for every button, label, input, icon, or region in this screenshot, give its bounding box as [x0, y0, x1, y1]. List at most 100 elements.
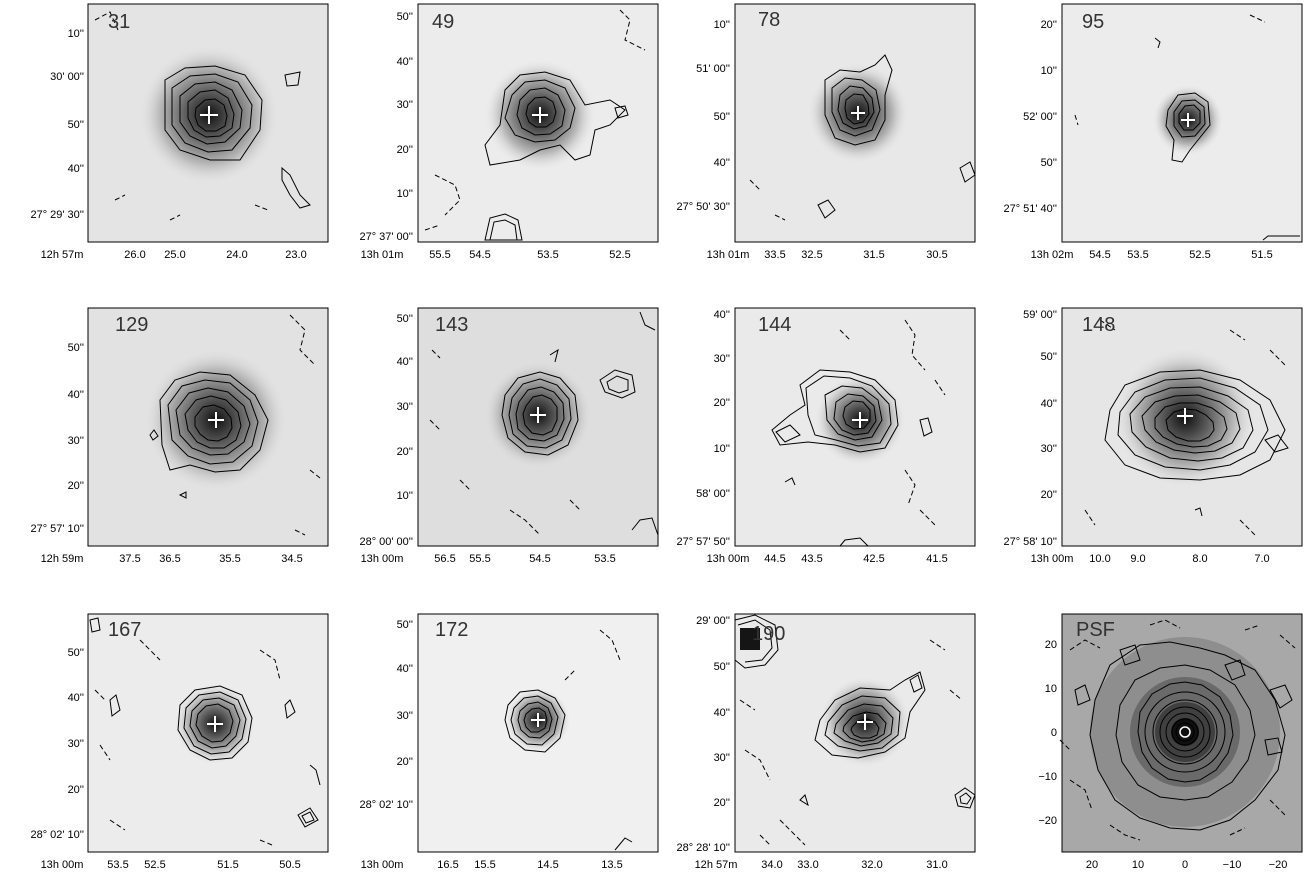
panel-172-ytick: 50'' [397, 619, 413, 631]
panel-129-ytick: 30'' [68, 435, 84, 447]
panel-49-ytick: 50'' [397, 11, 413, 23]
panel-95-label: 95 [1082, 11, 1104, 33]
panel-49-ytick: 40'' [397, 56, 413, 68]
panel-167-ytick: 20'' [68, 784, 84, 796]
panel-143-xtick: 56.5 [434, 553, 455, 565]
panel-172-ytick: 40'' [397, 663, 413, 675]
panel-143-xtick: 55.5 [469, 553, 490, 565]
panel-190-ytick: 30'' [714, 752, 730, 764]
panel-78-xprefix: 13h 01m [707, 249, 750, 261]
panel-49-label: 49 [432, 11, 454, 33]
panel-78-xtick: 32.5 [801, 249, 822, 261]
panel-95-xprefix: 13h 02m [1031, 249, 1074, 261]
panel-129-xtick: 36.5 [159, 553, 180, 565]
panel-143-ytick: 20'' [397, 446, 413, 458]
panel-psf-xtick: −10 [1223, 859, 1242, 871]
panel-psf-ytick: 0 [1051, 727, 1057, 739]
panel-190-xtick: 32.0 [861, 859, 882, 871]
panel-31-ytick: 27° 29' 30'' [30, 209, 84, 221]
panel-190-ytick: 28° 28' 10'' [676, 842, 730, 854]
panel-148-xtick: 9.0 [1130, 553, 1145, 565]
panel-144-xtick: 42.5 [863, 553, 884, 565]
panel-148-xtick: 8.0 [1192, 553, 1207, 565]
panel-129-ytick: 40'' [68, 389, 84, 401]
panel-167-xprefix: 13h 00m [41, 859, 84, 871]
panel-95-xtick: 51.5 [1251, 249, 1272, 261]
panel-190-xtick: 31.0 [926, 859, 947, 871]
panel-148-ytick: 20'' [1041, 489, 1057, 501]
panel-143-ytick: 30'' [397, 401, 413, 413]
panel-143-ytick: 50'' [397, 313, 413, 325]
panel-49-ytick: 20'' [397, 144, 413, 156]
panel-172-ytick: 20'' [397, 756, 413, 768]
panel-143-xtick: 54.5 [529, 553, 550, 565]
panel-129-xtick: 34.5 [281, 553, 302, 565]
panel-95-ytick: 20'' [1041, 19, 1057, 31]
panel-95-ytick: 50'' [1041, 157, 1057, 169]
panel-129-xtick: 37.5 [119, 553, 140, 565]
panel-78-ytick: 27° 50' 30'' [676, 201, 730, 213]
panel-190-ytick: 29' 00'' [696, 615, 730, 627]
panel-190-label: 190 [752, 623, 785, 645]
panel-148-ytick: 40'' [1041, 398, 1057, 410]
panel-49-ytick: 30'' [397, 99, 413, 111]
panel-143: 143 50'' 40'' 30'' 20'' 10'' 28° 00' 00'… [359, 307, 659, 565]
panel-psf: PSF 20 10 0 −10 −20 20 10 0 −10 −20 [1038, 613, 1303, 871]
panel-148-xtick: 7.0 [1254, 553, 1269, 565]
panel-psf-label: PSF [1076, 619, 1115, 641]
panel-95-ytick: 27° 51' 40'' [1003, 203, 1057, 215]
panel-psf-ytick: −10 [1038, 771, 1057, 783]
panel-167-ytick: 50'' [68, 647, 84, 659]
panel-78-xtick: 30.5 [926, 249, 947, 261]
panel-143-ytick: 10'' [397, 490, 413, 502]
panel-190-xtick: 33.0 [797, 859, 818, 871]
panel-144-ytick: 27° 57' 50'' [676, 536, 730, 548]
panel-95: 95 20'' 10'' 52' 00'' 50'' 27° 51' 40'' … [1003, 3, 1303, 261]
panel-49-xtick: 53.5 [537, 249, 558, 261]
panel-49-xtick: 54.5 [469, 249, 490, 261]
panel-49: 49 50'' 40'' 30'' 20'' 10'' 27° 37' 00''… [359, 3, 659, 261]
panel-167: 167 50'' 40'' 30'' 20'' 28° 02' 10'' 13h… [30, 613, 329, 871]
panel-144-label: 144 [758, 314, 791, 336]
panel-172-xtick: 15.5 [474, 859, 495, 871]
panel-78: 78 10'' 51' 00'' 50'' 40'' 27° 50' 30'' … [676, 3, 976, 261]
panel-148-ytick: 59' 00'' [1023, 309, 1057, 321]
panel-78-ytick: 51' 00'' [696, 63, 730, 75]
panel-49-xtick: 52.5 [609, 249, 630, 261]
panel-78-ytick: 10'' [714, 19, 730, 31]
panel-psf-xtick: 0 [1182, 859, 1188, 871]
panel-31-xprefix: 12h 57m [41, 249, 84, 261]
panel-143-ytick: 40'' [397, 356, 413, 368]
panel-144-xtick: 44.5 [764, 553, 785, 565]
panel-psf-ytick: −20 [1038, 815, 1057, 827]
panel-144-xtick: 41.5 [926, 553, 947, 565]
panel-95-xtick: 53.5 [1127, 249, 1148, 261]
panel-190-ytick: 50'' [714, 661, 730, 673]
panel-190-ytick: 20'' [714, 797, 730, 809]
panel-167-ytick: 40'' [68, 692, 84, 704]
panel-49-xtick: 55.5 [429, 249, 450, 261]
panel-172-label: 172 [435, 619, 468, 641]
panel-129-ytick: 27° 57' 10'' [30, 523, 84, 535]
panel-148-ytick: 27° 58' 10'' [1003, 536, 1057, 548]
panel-95-xtick: 54.5 [1089, 249, 1110, 261]
panel-129-ytick: 20'' [68, 480, 84, 492]
panel-148-xprefix: 13h 00m [1031, 553, 1074, 565]
panel-95-ytick: 52' 00'' [1023, 111, 1057, 123]
panel-167-xtick: 53.5 [107, 859, 128, 871]
panel-31-xtick: 25.0 [164, 249, 185, 261]
panel-143-ytick: 28° 00' 00'' [359, 536, 413, 548]
panel-190-ytick: 40'' [714, 707, 730, 719]
panel-49-ytick: 10'' [397, 188, 413, 200]
panel-167-xtick: 50.5 [279, 859, 300, 871]
panel-78-ytick: 50'' [714, 111, 730, 123]
panel-31-xtick: 24.0 [226, 249, 247, 261]
panel-144-ytick: 10'' [714, 443, 730, 455]
panel-143-xtick: 53.5 [594, 553, 615, 565]
panel-148: 148 59' 00'' 50'' 40'' 30'' 20'' 27° 58'… [1003, 307, 1303, 565]
panel-31-xtick: 26.0 [124, 249, 145, 261]
panel-167-xtick: 52.5 [144, 859, 165, 871]
panel-144-xtick: 43.5 [801, 553, 822, 565]
panel-167-ytick: 28° 02' 10'' [30, 829, 84, 841]
